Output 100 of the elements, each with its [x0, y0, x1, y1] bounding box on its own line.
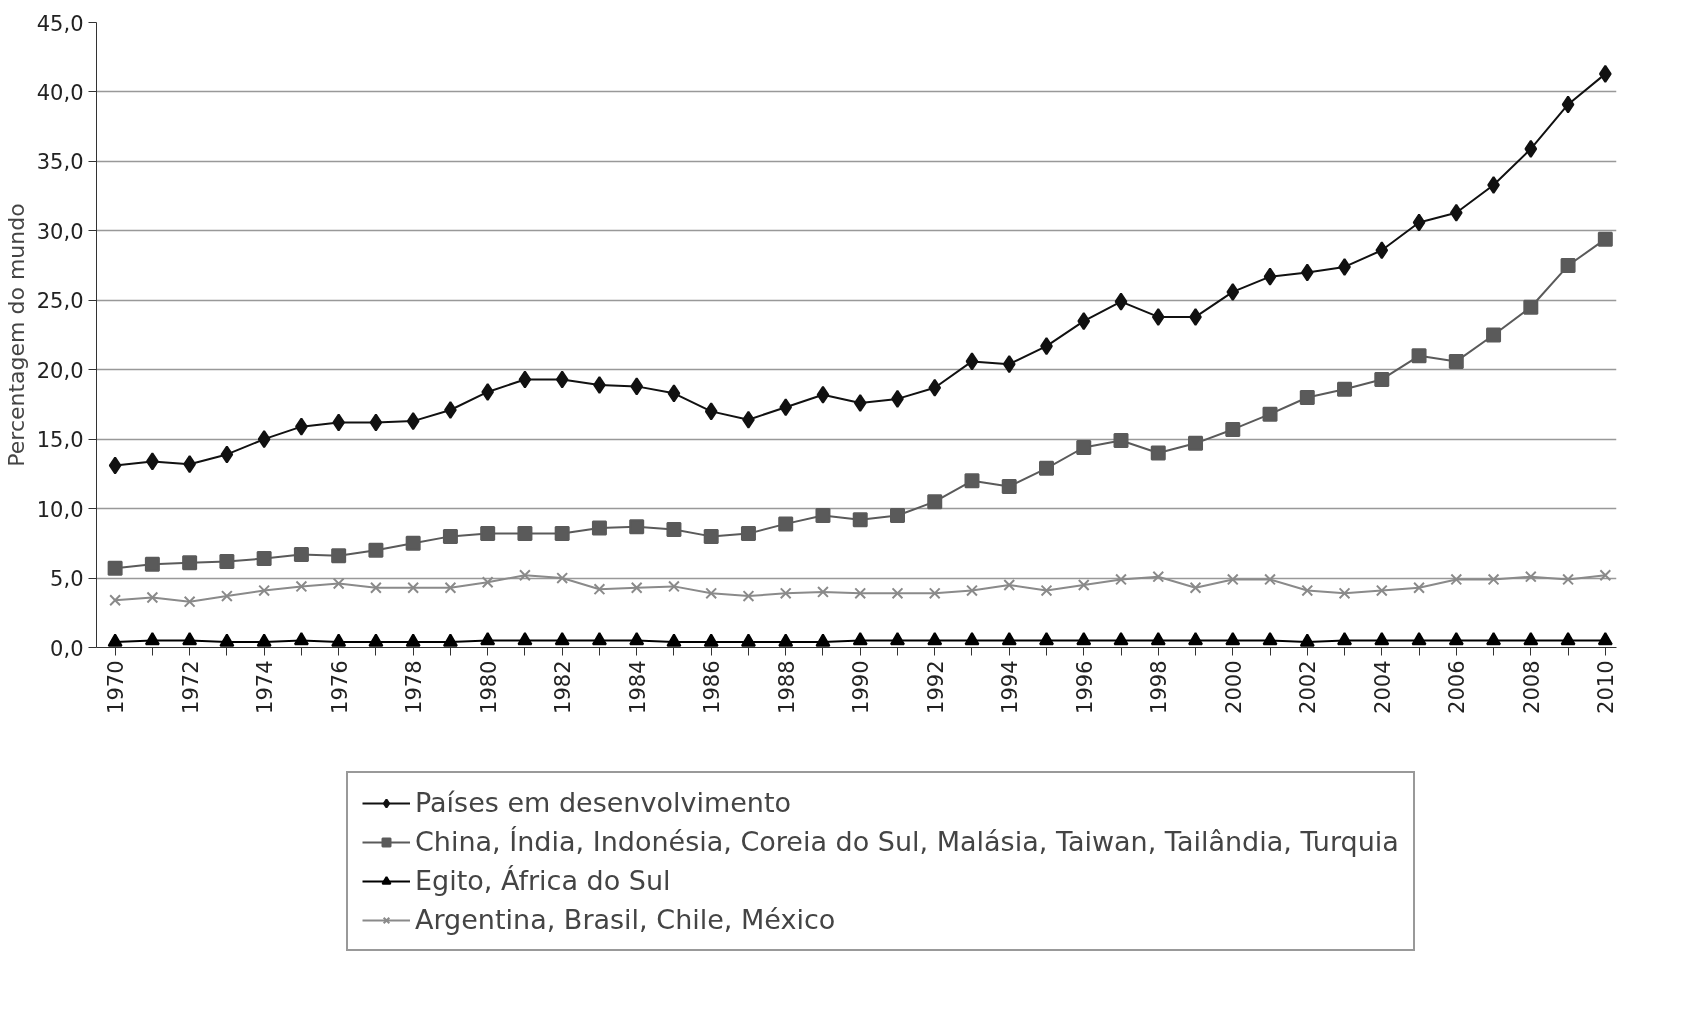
point: [1001, 632, 1017, 646]
point: [1001, 478, 1017, 494]
point: [704, 402, 718, 421]
y-tick-label: 30,0: [36, 219, 84, 244]
point: [331, 548, 347, 564]
point: [928, 587, 941, 600]
point: [742, 590, 755, 603]
point: [927, 632, 943, 646]
point: [1524, 139, 1538, 158]
point: [369, 581, 382, 594]
point: [1076, 440, 1092, 455]
point: [146, 591, 159, 604]
point: [852, 632, 868, 646]
point: [220, 590, 233, 603]
point: [1449, 203, 1463, 222]
y-axis-title: Percentagem do mundo: [3, 203, 29, 467]
point: [1450, 573, 1463, 586]
point: [740, 526, 756, 542]
point: [1225, 421, 1241, 437]
point: [1523, 632, 1539, 646]
point: [405, 633, 421, 647]
legend-label: China, Índia, Indonésia, Coreia do Sul, Malásia, Taiwan, Tailândia, Turquia: [415, 826, 1399, 857]
x-tick-label: 1984: [625, 660, 650, 714]
point: [1411, 348, 1427, 364]
point: [1486, 327, 1502, 343]
point: [554, 526, 570, 542]
point: [407, 581, 420, 594]
x-tick-label: 1976: [327, 660, 352, 714]
y-tick-label: 45,0: [36, 11, 84, 36]
x-tick-label: 1974: [253, 660, 278, 714]
point: [1598, 64, 1612, 83]
point: [1040, 584, 1053, 597]
point: [293, 632, 309, 646]
point: [740, 633, 756, 647]
point: [1076, 632, 1092, 646]
point: [258, 584, 271, 597]
point: [1562, 573, 1575, 586]
point: [815, 633, 831, 647]
point: [667, 384, 681, 403]
point: [703, 528, 719, 544]
point: [889, 508, 905, 524]
point: [256, 551, 272, 567]
point: [964, 473, 980, 489]
point: [1560, 258, 1576, 274]
point: [928, 378, 942, 397]
point: [1225, 632, 1241, 646]
point: [705, 587, 718, 600]
point: [1597, 632, 1613, 646]
point: [1113, 433, 1129, 449]
point: [219, 553, 235, 569]
point: [593, 583, 606, 596]
point: [1002, 355, 1016, 374]
point: [666, 633, 682, 647]
point: [518, 370, 532, 389]
x-tick-label: 2006: [1445, 660, 1470, 714]
point: [1188, 632, 1204, 646]
point: [966, 584, 978, 597]
point: [1374, 371, 1390, 387]
y-tick-label: 0,0: [50, 636, 84, 661]
point: [480, 526, 496, 542]
point: [591, 632, 607, 646]
x-tick-label: 1992: [923, 660, 948, 714]
point: [1411, 632, 1427, 646]
point: [256, 633, 272, 647]
point: [891, 587, 904, 600]
point: [481, 382, 495, 401]
point: [1150, 445, 1166, 461]
point: [1301, 584, 1314, 597]
point: [630, 581, 643, 594]
point: [593, 376, 606, 394]
point: [1412, 213, 1426, 232]
point: [629, 632, 645, 646]
point: [1375, 241, 1389, 260]
point: [817, 585, 829, 598]
point: [108, 456, 122, 475]
point: [518, 569, 531, 582]
x-tick-label: 2008: [1519, 660, 1544, 714]
point: [1375, 584, 1388, 597]
point: [1039, 460, 1054, 476]
point: [1226, 573, 1239, 586]
point: [853, 394, 867, 413]
point: [1077, 579, 1090, 591]
y-tick-label: 15,0: [36, 428, 84, 453]
y-tick-label: 20,0: [36, 358, 84, 383]
point: [889, 632, 905, 646]
x-tick-label: 1996: [1072, 660, 1097, 714]
x-tick-label: 2010: [1594, 660, 1619, 714]
x-tick-label: 1982: [551, 660, 576, 714]
point: [331, 633, 347, 647]
point: [444, 401, 457, 419]
point: [182, 632, 198, 646]
legend-label: Argentina, Brasil, Chile, México: [415, 904, 836, 935]
point: [1523, 299, 1539, 315]
point: [442, 633, 458, 647]
x-tick-label: 1978: [402, 660, 427, 714]
point: [1299, 633, 1315, 647]
x-tick-label: 1970: [104, 660, 129, 714]
point: [1524, 570, 1537, 583]
point: [1486, 632, 1502, 646]
point: [1152, 570, 1165, 583]
